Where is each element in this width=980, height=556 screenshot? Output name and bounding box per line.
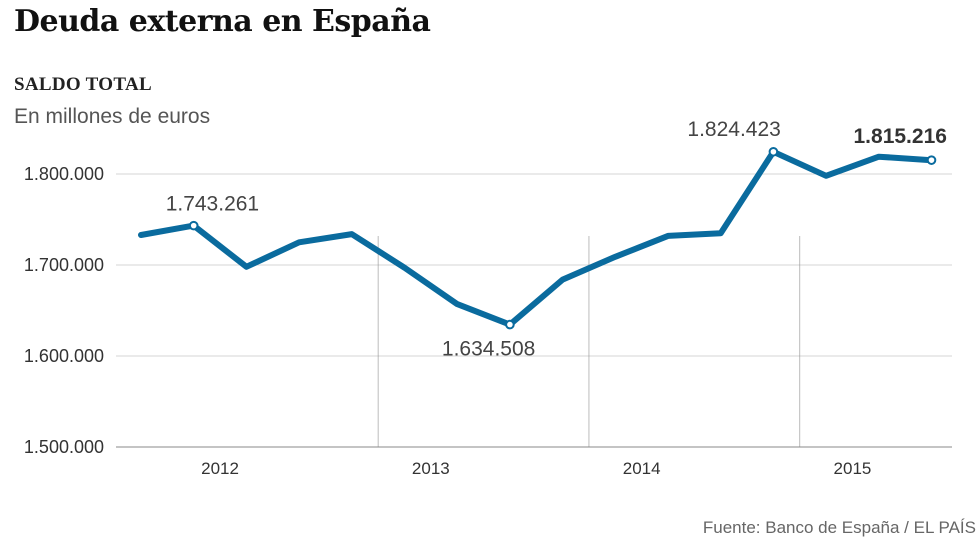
x-tick-label: 2013 <box>412 459 450 478</box>
source-note: Fuente: Banco de España / EL PAÍS <box>702 518 976 537</box>
x-tick-label: 2014 <box>623 459 661 478</box>
axis-layer: 1.500.000 1.600.000 1.700.000 1.800.000 2012… <box>24 164 952 478</box>
chart-subtitle: SALDO TOTAL <box>14 74 152 95</box>
grid-layer <box>116 173 952 447</box>
highlight-point <box>188 220 199 231</box>
label-layer: 1.743.261 1.634.508 1.824.423 1.815.216 <box>166 118 947 361</box>
y-tick-label: 1.600.000 <box>24 346 104 366</box>
x-tick-label: 2012 <box>201 459 239 478</box>
data-label: 1.634.508 <box>442 338 535 361</box>
highlight-point <box>926 155 937 165</box>
highlight-point <box>505 319 515 330</box>
data-label: 1.824.423 <box>687 118 780 141</box>
series-line <box>138 148 935 328</box>
y-tick-label: 1.700.000 <box>24 255 104 275</box>
units-label: En millones de euros <box>14 105 211 128</box>
chart-title: Deuda externa en España <box>14 4 431 39</box>
line-layer <box>138 146 937 330</box>
y-tick-label: 1.500.000 <box>24 437 104 457</box>
data-label: 1.743.261 <box>166 193 259 216</box>
highlight-point <box>768 146 779 157</box>
x-tick-label: 2015 <box>834 459 872 478</box>
y-tick-label: 1.800.000 <box>24 164 104 184</box>
data-label: 1.815.216 <box>854 125 947 148</box>
